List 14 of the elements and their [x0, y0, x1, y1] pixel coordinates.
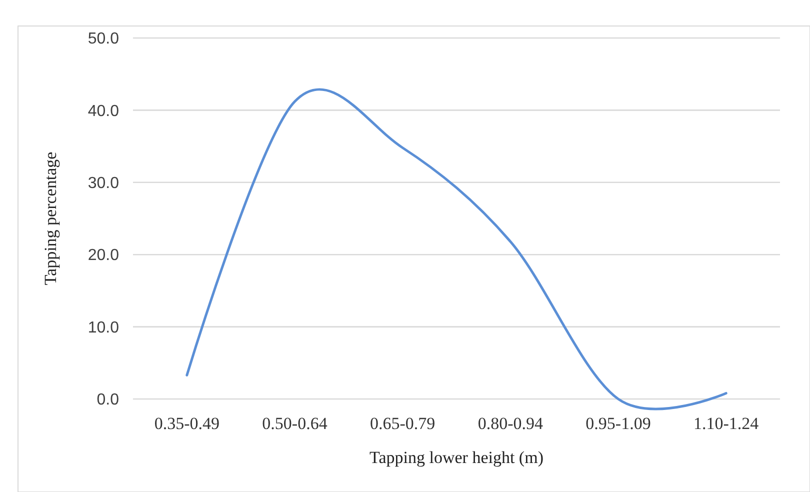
y-tick-label: 30.0 [88, 175, 120, 192]
x-tick-label: 0.80-0.94 [478, 414, 544, 433]
x-tick-label: 0.65-0.79 [370, 414, 436, 433]
y-tick-label: 20.0 [88, 247, 120, 264]
x-tick-label: 1.10-1.24 [693, 414, 760, 433]
y-tick-label: 40.0 [88, 102, 120, 120]
y-tick-label: 0.0 [96, 392, 120, 409]
x-tick-label: 0.35-0.49 [154, 414, 220, 433]
y-tick-label: 10.0 [88, 319, 120, 336]
x-tick-label: 0.95-1.09 [586, 414, 651, 433]
x-tick-label: 0.50-0.64 [262, 414, 328, 433]
y-tick-label: 50.0 [88, 30, 120, 48]
y-axis-title: Tapping percentage [41, 152, 60, 286]
x-axis-title: Tapping lower height (m) [370, 448, 544, 467]
